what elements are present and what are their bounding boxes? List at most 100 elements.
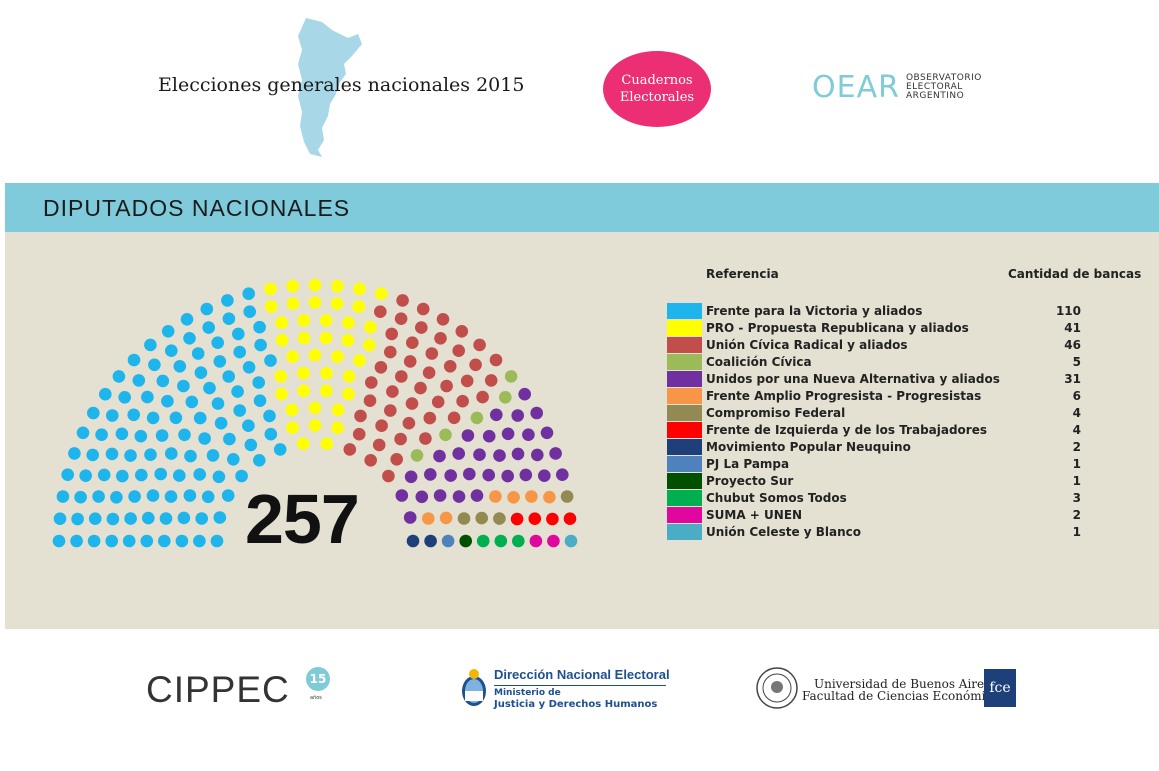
- seat: [233, 345, 246, 359]
- seat: [88, 512, 102, 525]
- seat: [424, 534, 437, 548]
- seat: [320, 437, 334, 450]
- legend-swatch: [667, 388, 702, 404]
- seat: [476, 390, 489, 404]
- badge-line-1: Cuadernos: [621, 73, 693, 88]
- seat: [148, 358, 161, 372]
- seat: [422, 512, 435, 525]
- seat: [490, 408, 503, 422]
- seat: [70, 534, 83, 548]
- seat: [441, 534, 455, 548]
- seat: [353, 354, 366, 367]
- seat: [511, 447, 525, 461]
- seat: [331, 421, 344, 434]
- seat: [155, 429, 169, 442]
- seat: [253, 454, 266, 467]
- legend-header-reference: Referencia: [706, 267, 779, 281]
- seat: [365, 376, 378, 389]
- badge-line-2: Electorales: [619, 90, 695, 105]
- legend-item: Proyecto Sur 1: [667, 473, 1087, 490]
- seat: [531, 448, 544, 462]
- seat: [470, 411, 484, 425]
- seat: [297, 366, 310, 380]
- seat: [275, 387, 288, 401]
- seat: [422, 366, 436, 379]
- legend-label: Frente Amplio Progresista - Progresistas: [706, 389, 982, 403]
- seat: [201, 490, 215, 504]
- seat: [382, 469, 395, 483]
- seat: [231, 385, 244, 398]
- seat: [140, 534, 154, 548]
- seat: [414, 381, 427, 395]
- legend-label: SUMA + UNEN: [706, 508, 803, 522]
- seat: [61, 468, 74, 481]
- seat: [394, 312, 408, 325]
- seat: [461, 429, 475, 442]
- seat: [494, 534, 508, 548]
- seat: [180, 313, 194, 326]
- seat: [106, 512, 120, 526]
- seat: [223, 432, 236, 446]
- legend-item: Movimiento Popular Neuquino 2: [667, 439, 1087, 456]
- seat: [97, 468, 111, 482]
- seat: [242, 419, 255, 432]
- seat: [263, 409, 276, 423]
- seat: [363, 338, 376, 352]
- legend-item: Unidos por una Nueva Alternativa y aliad…: [667, 371, 1087, 388]
- seat: [242, 361, 256, 374]
- seat: [253, 320, 266, 334]
- seat: [183, 489, 197, 502]
- seat: [198, 432, 211, 445]
- seat: [439, 428, 452, 442]
- oear-line-1: OBSERVATORIO: [905, 73, 982, 83]
- dne-subtitle-2: Justicia y Derechos Humanos: [494, 699, 658, 710]
- seat: [274, 370, 288, 383]
- chart-panel: 257 Referencia Cantidad de bancas Frente…: [5, 232, 1159, 629]
- oear-line-3: ARGENTINO: [905, 91, 965, 101]
- uba-seal-icon: [756, 667, 798, 709]
- legend-swatch: [667, 303, 702, 319]
- seat: [232, 327, 245, 341]
- seat: [286, 350, 299, 363]
- seat: [178, 428, 191, 442]
- legend-count: 3: [1072, 491, 1081, 505]
- seat: [436, 313, 450, 326]
- seat: [184, 449, 197, 463]
- legend-item: Frente de Izquierda y de los Trabajadore…: [667, 422, 1087, 439]
- seat: [456, 394, 469, 408]
- seat: [529, 534, 543, 548]
- seat: [286, 421, 299, 434]
- seat: [560, 490, 574, 503]
- seat: [56, 490, 70, 503]
- legend-swatch: [667, 337, 702, 353]
- seat: [546, 512, 559, 526]
- seat: [459, 534, 473, 548]
- seat: [252, 376, 265, 389]
- footer: CIPPEC 15 años Dirección Nacional Electo…: [0, 629, 1159, 771]
- cuadernos-electorales-badge: Cuadernos Electorales: [603, 51, 711, 127]
- seat: [473, 338, 486, 352]
- seat: [71, 512, 84, 526]
- seat: [308, 401, 322, 415]
- legend-item: PRO - Propuesta Republicana y aliados 41: [667, 320, 1087, 337]
- seat: [519, 468, 533, 482]
- legend-header-seats: Cantidad de bancas: [1008, 267, 1142, 281]
- seat: [433, 489, 447, 502]
- seat: [390, 453, 404, 466]
- seat: [146, 411, 160, 425]
- seat: [511, 409, 524, 422]
- cippec-anniversary-badge: 15: [306, 667, 330, 691]
- total-seats: 257: [245, 480, 360, 558]
- seat: [525, 490, 538, 503]
- legend-item: Chubut Somos Todos 3: [667, 490, 1087, 507]
- legend-swatch: [667, 490, 702, 506]
- seat: [221, 294, 234, 307]
- seat: [507, 491, 520, 504]
- seat: [501, 469, 514, 483]
- seat: [213, 355, 227, 368]
- seat: [395, 489, 409, 502]
- seat: [195, 512, 208, 525]
- legend-count: 4: [1072, 406, 1081, 420]
- seat: [185, 395, 199, 409]
- legend-item: Frente para la Victoria y aliados 110: [667, 303, 1087, 320]
